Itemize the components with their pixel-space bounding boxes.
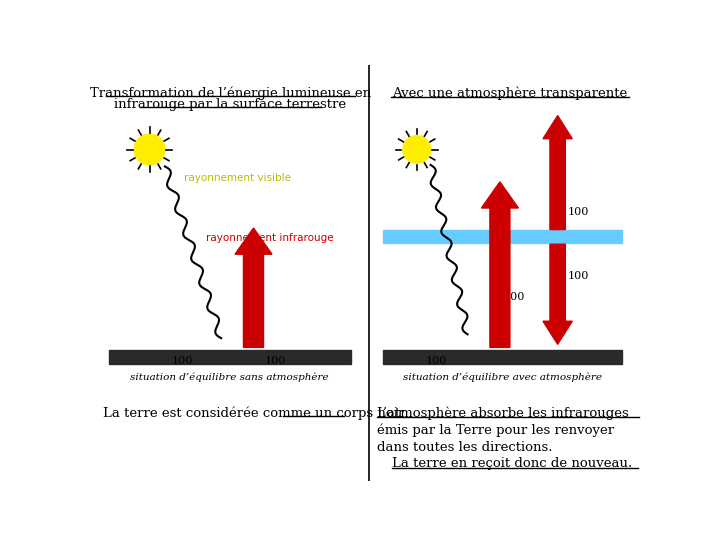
- Text: 100: 100: [426, 356, 447, 366]
- Text: émis par la Terre pour les renvoyer: émis par la Terre pour les renvoyer: [377, 423, 614, 437]
- Circle shape: [403, 136, 431, 164]
- Text: situation d’équilibre avec atmosphère: situation d’équilibre avec atmosphère: [402, 373, 602, 382]
- FancyArrow shape: [235, 228, 272, 347]
- FancyArrow shape: [543, 244, 572, 345]
- Circle shape: [134, 134, 165, 165]
- Text: 100: 100: [567, 271, 589, 281]
- Text: rayonnement infrarouge: rayonnement infrarouge: [206, 233, 333, 242]
- Text: La terre est considérée comme un corps noir: La terre est considérée comme un corps n…: [102, 407, 404, 420]
- Bar: [109, 350, 351, 363]
- FancyArrow shape: [543, 116, 572, 230]
- Text: dans toutes les directions.: dans toutes les directions.: [377, 441, 552, 454]
- Text: La terre en reçoit donc de nouveau.: La terre en reçoit donc de nouveau.: [392, 457, 632, 470]
- FancyArrow shape: [482, 182, 518, 347]
- Bar: [383, 230, 621, 244]
- Text: 100: 100: [567, 207, 589, 217]
- Text: Transformation de l’énergie lumineuse en: Transformation de l’énergie lumineuse en: [90, 86, 371, 100]
- Text: Avec une atmosphère transparente: Avec une atmosphère transparente: [392, 86, 628, 100]
- Text: 200: 200: [503, 292, 524, 302]
- Bar: [383, 350, 621, 363]
- Text: 100: 100: [264, 356, 286, 366]
- Text: 100: 100: [172, 356, 194, 366]
- Text: L’atmosphère absorbe les infrarouges: L’atmosphère absorbe les infrarouges: [377, 407, 629, 420]
- Text: rayonnement visible: rayonnement visible: [184, 173, 291, 183]
- Text: infrarouge par la surface terrestre: infrarouge par la surface terrestre: [114, 98, 346, 111]
- Text: situation d’équilibre sans atmosphère: situation d’équilibre sans atmosphère: [130, 373, 328, 382]
